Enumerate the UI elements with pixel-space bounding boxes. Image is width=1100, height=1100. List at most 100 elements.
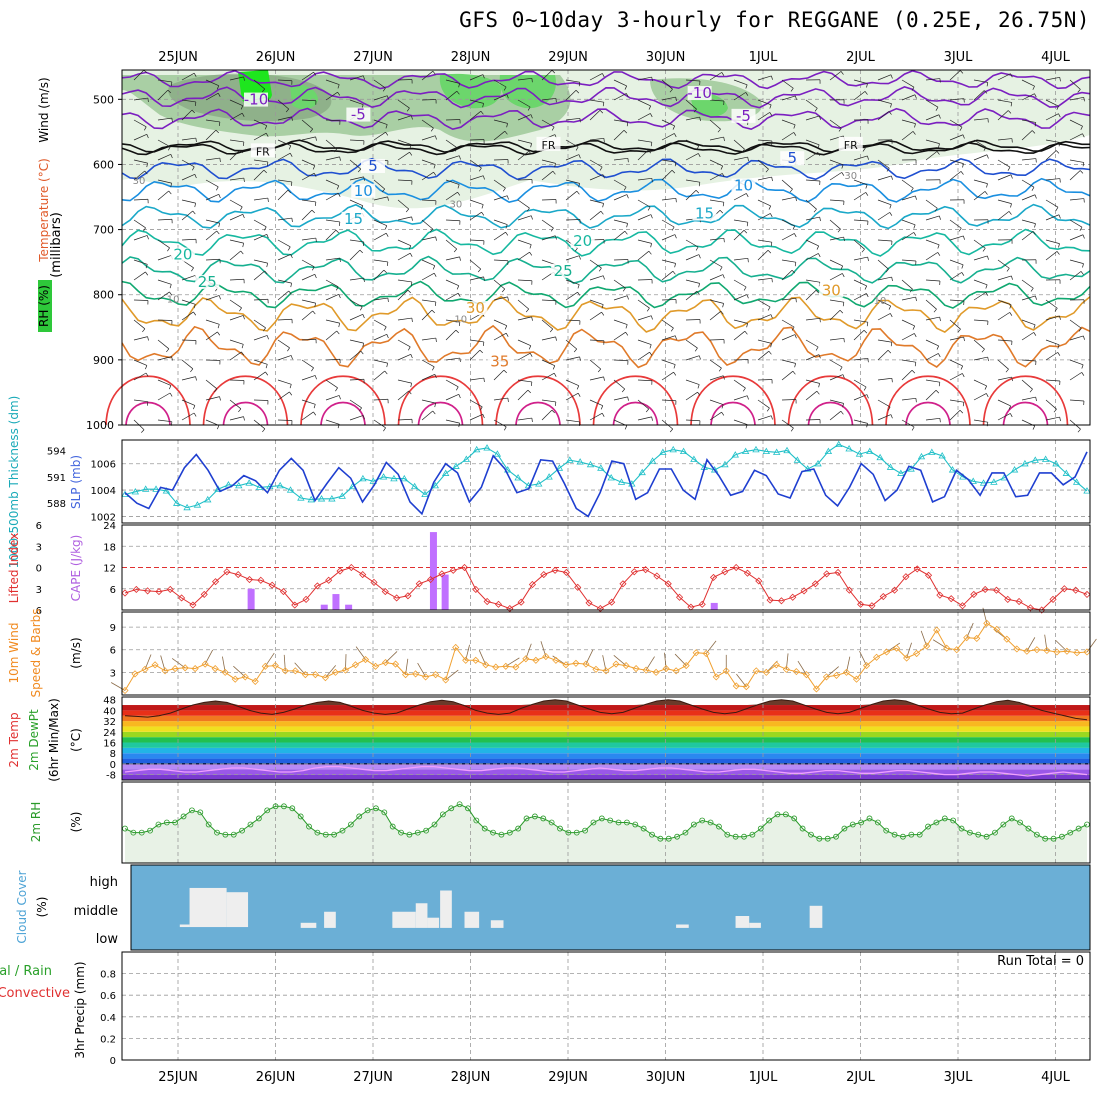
wind-speed-marker xyxy=(973,634,981,642)
rh2m-marker xyxy=(465,805,471,812)
cloud-level-label: low xyxy=(96,932,119,947)
rh2m-marker xyxy=(1025,825,1032,832)
wind-barb xyxy=(842,273,845,278)
wind-barb xyxy=(661,270,674,281)
wind-barb xyxy=(397,239,411,247)
wind-barb xyxy=(1059,77,1061,82)
wind-barb xyxy=(493,79,507,88)
thickness-marker xyxy=(752,445,760,453)
lifted-index-marker xyxy=(460,563,469,572)
wind-barb xyxy=(815,290,820,294)
wind-barb xyxy=(407,289,411,294)
wind-barb xyxy=(661,197,676,201)
temp-tick-label: 24 xyxy=(103,728,116,739)
temperature-contour-35 xyxy=(787,375,874,426)
wind-barb xyxy=(866,394,869,399)
rh2m-marker xyxy=(1033,831,1040,838)
wind-barb xyxy=(277,179,292,183)
wind-barb xyxy=(445,219,460,222)
wind-barb xyxy=(311,209,315,214)
rh2m-marker xyxy=(824,835,831,842)
thickness-marker xyxy=(1062,469,1071,476)
wind-barb xyxy=(1009,304,1012,309)
wind-barb xyxy=(865,192,869,196)
wind-barb xyxy=(626,223,628,228)
wind-barb xyxy=(771,177,773,182)
rh2m-frame xyxy=(121,781,1091,864)
rh-axis-label: RH (%) xyxy=(37,285,51,327)
temperature-band xyxy=(122,747,1090,754)
wind-barb xyxy=(757,277,772,281)
wind-barb xyxy=(565,255,580,261)
wind-barb xyxy=(190,368,194,373)
temperature-contour-label: -5 xyxy=(351,106,366,124)
lifted-index-marker xyxy=(630,568,638,576)
wind-barb xyxy=(973,179,988,184)
contour-label-bg xyxy=(341,211,366,226)
wind-speed-marker xyxy=(983,619,991,627)
wind-barb xyxy=(651,77,653,82)
wind-barb xyxy=(863,330,868,334)
wind-barb xyxy=(997,399,1011,407)
wind-barb xyxy=(205,157,220,161)
rh-shading-green xyxy=(499,75,556,109)
wind-speed-marker xyxy=(221,668,229,676)
temperature-contour-label: -10 xyxy=(244,91,269,109)
rh2m-marker xyxy=(732,833,739,840)
lifted-tick-label: 3 xyxy=(36,542,42,553)
temperature-contour-35 xyxy=(592,375,679,426)
wind-barb xyxy=(997,99,1012,103)
lifted-index-marker xyxy=(823,570,831,578)
rh2m-marker xyxy=(373,805,379,812)
wind-speed-marker xyxy=(1083,648,1091,656)
wind-barb xyxy=(193,304,196,309)
wind-barb xyxy=(853,357,868,361)
wind-barb xyxy=(1009,312,1013,316)
wind-barb xyxy=(939,317,941,322)
thickness-marker xyxy=(948,466,957,473)
wind-speed-marker xyxy=(381,658,390,667)
wind-barb xyxy=(589,210,602,221)
contour-label-bg xyxy=(687,86,712,101)
wind-barb xyxy=(957,328,961,333)
rh2m-marker xyxy=(347,821,354,828)
wind-barb xyxy=(949,159,964,164)
wind-barb xyxy=(901,79,915,88)
wind-barb xyxy=(841,172,845,176)
wind-barb xyxy=(457,293,461,297)
wind-speed-marker xyxy=(402,671,410,679)
wind-barb xyxy=(973,191,986,201)
wind-barb xyxy=(1021,219,1036,224)
wind-barb xyxy=(504,130,508,135)
wind-barb xyxy=(501,288,505,293)
cape-tick-label: 6 xyxy=(110,585,116,596)
lifted-index-marker xyxy=(472,585,480,594)
lifted-index-marker xyxy=(800,587,808,595)
wind-barb xyxy=(432,70,436,75)
wind-barb xyxy=(157,419,172,423)
wind-barb xyxy=(576,385,580,390)
wind-barb xyxy=(602,102,605,107)
wind-barb xyxy=(1021,379,1033,390)
wind-barb xyxy=(421,119,434,129)
wind-barb xyxy=(277,116,292,121)
wind-barb xyxy=(613,219,628,224)
wind-barb xyxy=(589,339,604,342)
temperature-contour-label: FR xyxy=(256,145,270,158)
wind-barb xyxy=(816,390,820,395)
lifted-index-marker xyxy=(698,600,706,608)
wind-barb xyxy=(1082,234,1085,239)
rh2m-marker xyxy=(1008,815,1015,822)
wind-barb xyxy=(445,419,460,424)
wind-barb xyxy=(565,179,580,184)
wind-barb xyxy=(349,339,364,344)
wind-barb xyxy=(746,395,749,400)
wind-speed-marker xyxy=(241,673,249,681)
wind-speed-marker xyxy=(161,667,169,675)
rh2m-marker xyxy=(858,819,865,826)
wind-barb xyxy=(301,411,314,421)
wind-barb xyxy=(675,97,677,102)
wind-barb xyxy=(301,99,316,102)
wind-barb xyxy=(650,113,653,118)
lifted-index-marker xyxy=(958,602,967,610)
